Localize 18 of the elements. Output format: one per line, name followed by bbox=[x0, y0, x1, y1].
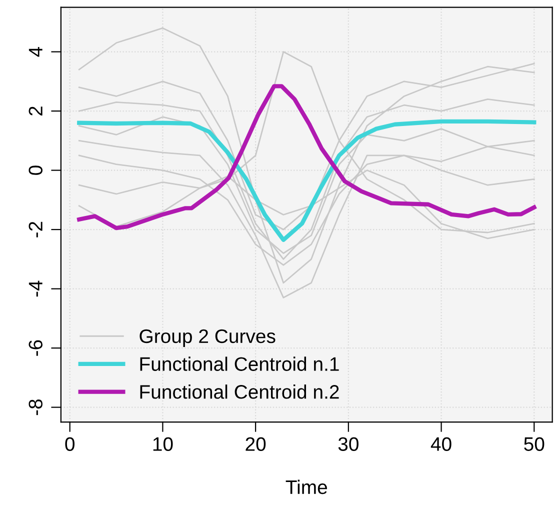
x-tick-label: 50 bbox=[524, 437, 544, 451]
legend-label: Functional Centroid n.2 bbox=[140, 384, 339, 399]
y-tick-label: -6 bbox=[28, 340, 43, 356]
y-tick-label: 4 bbox=[28, 46, 42, 57]
line-series bbox=[78, 27, 535, 284]
y-tick-label: 0 bbox=[28, 166, 43, 175]
y-tick-label: -4 bbox=[28, 280, 42, 297]
x-tick-label: 30 bbox=[338, 437, 358, 451]
x-tick-label: 0 bbox=[65, 437, 74, 451]
y-tick-label: -2 bbox=[28, 222, 42, 238]
x-tick-label: 40 bbox=[430, 437, 452, 451]
y-tick-label: -8 bbox=[28, 399, 43, 416]
y-tick-label: 2 bbox=[28, 106, 42, 116]
legend-label: Functional Centroid n.1 bbox=[140, 356, 339, 371]
legend-label: Group 2 Curves bbox=[140, 329, 276, 347]
x-tick-label: 10 bbox=[153, 437, 173, 451]
x-tick-label: 20 bbox=[246, 437, 266, 451]
x-axis-title: Time bbox=[286, 480, 328, 494]
